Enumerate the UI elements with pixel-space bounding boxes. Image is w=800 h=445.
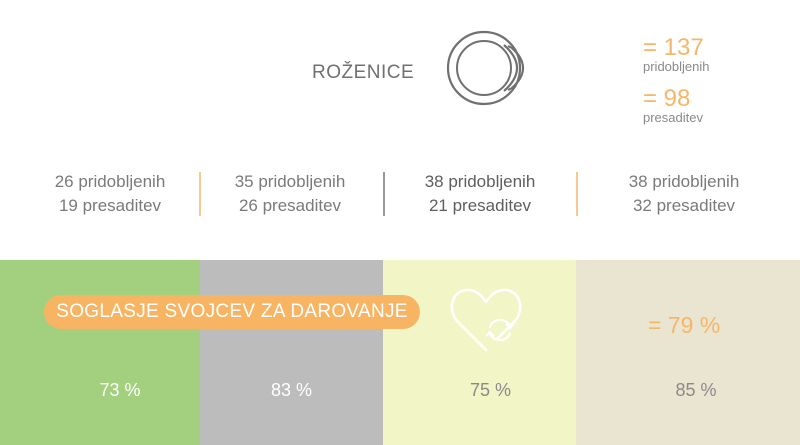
total-transplants: = 98 presaditev [643, 87, 703, 125]
stat-separator [576, 172, 578, 216]
stat-transplants: 19 presaditev [58, 196, 162, 215]
stat-transplants: 26 presaditev [238, 196, 342, 215]
stat-acquired: 26 pridobljenih [54, 172, 166, 191]
consent-panel-1 [0, 260, 200, 445]
stat-separator [383, 172, 385, 216]
stat-acquired: 35 pridobljenih [234, 172, 346, 191]
total-acquired-value: = 137 [643, 34, 704, 61]
stat-block-3: 38 pridobljenih 21 presaditev [390, 170, 570, 218]
stat-transplants: 21 presaditev [428, 196, 532, 215]
stat-block-1: 26 pridobljenih 19 presaditev [20, 170, 200, 218]
consent-value-4: 85 % [675, 380, 717, 400]
stat-transplants: 32 presaditev [632, 196, 736, 215]
consent-panel-2 [200, 260, 383, 445]
stat-block-2: 35 pridobljenih 26 presaditev [200, 170, 380, 218]
page-title: ROŽENICE [312, 62, 415, 83]
consent-label-pill: SOGLASJE SVOJCEV ZA DAROVANJE [44, 295, 420, 329]
total-acquired-label: pridobljenih [643, 59, 710, 74]
consent-value-3: 75 % [469, 380, 512, 400]
stat-acquired: 38 pridobljenih [424, 172, 536, 191]
heart-icon [450, 288, 522, 352]
consent-value-1: 73 % [99, 380, 141, 400]
eye-icon [446, 30, 525, 106]
stat-block-4: 38 pridobljenih 32 presaditev [594, 170, 774, 218]
consent-total: = 79 % [648, 312, 721, 338]
consent-panel-4 [576, 260, 800, 445]
total-transplants-value: = 98 [643, 85, 691, 112]
consent-value-2: 83 % [270, 380, 313, 400]
stat-acquired: 38 pridobljenih [628, 172, 740, 191]
total-transplants-label: presaditev [643, 110, 703, 125]
consent-panel-3 [383, 260, 576, 445]
total-acquired: = 137 pridobljenih [643, 36, 710, 74]
stat-separator [199, 172, 201, 216]
